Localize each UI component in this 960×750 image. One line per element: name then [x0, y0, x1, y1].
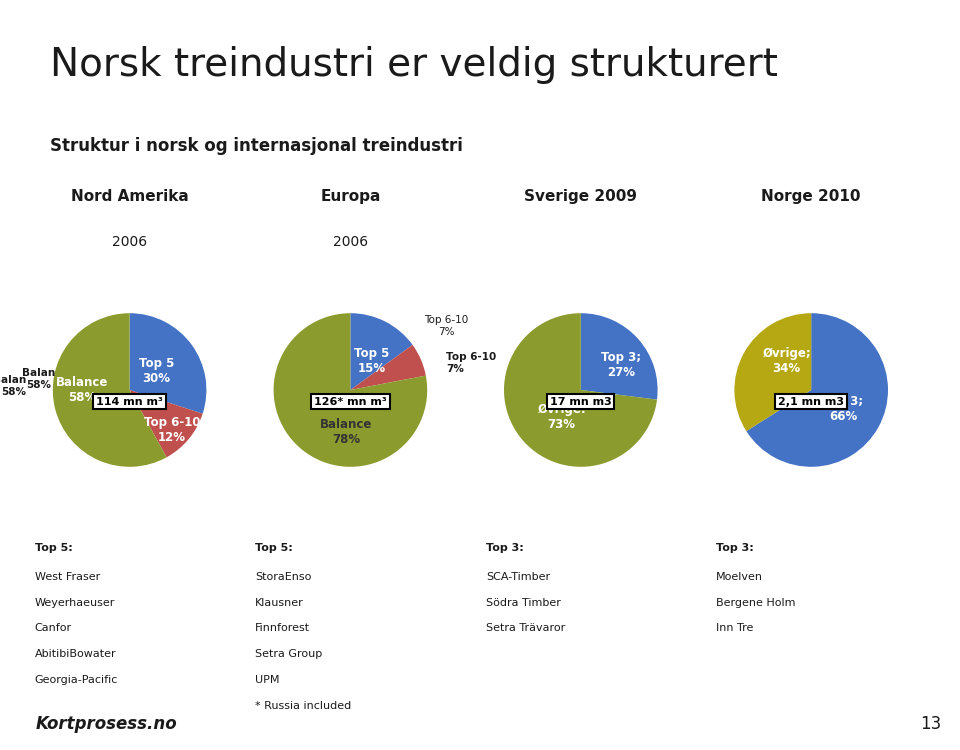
Text: Setra Trävaror: Setra Trävaror — [486, 623, 565, 633]
Text: * Russia included: * Russia included — [255, 700, 351, 711]
Wedge shape — [350, 345, 426, 390]
Text: 126* mn m³: 126* mn m³ — [314, 397, 387, 406]
Text: Canfor: Canfor — [35, 623, 72, 633]
Wedge shape — [746, 314, 888, 466]
Text: Balan
58%: Balan 58% — [22, 368, 55, 389]
Text: Top 6-10
12%: Top 6-10 12% — [144, 416, 200, 444]
Text: Europa: Europa — [321, 190, 380, 205]
Text: Top 3;
27%: Top 3; 27% — [601, 352, 640, 380]
Wedge shape — [350, 314, 413, 390]
Wedge shape — [274, 314, 427, 466]
Text: Top 5:: Top 5: — [255, 543, 293, 553]
Text: Top 3;
66%: Top 3; 66% — [824, 395, 863, 423]
Text: Finnforest: Finnforest — [255, 623, 310, 633]
Text: Top 3:: Top 3: — [486, 543, 523, 553]
Text: Klausner: Klausner — [255, 598, 304, 608]
Text: Georgia-Pacific: Georgia-Pacific — [35, 675, 118, 685]
Text: Nord Amerika: Nord Amerika — [71, 190, 188, 205]
Text: 13: 13 — [920, 716, 941, 734]
Text: Struktur i norsk og internasjonal treindustri: Struktur i norsk og internasjonal treind… — [50, 137, 463, 155]
Text: Top 5:: Top 5: — [35, 543, 72, 553]
Text: Inn Tre: Inn Tre — [716, 623, 754, 633]
Text: Norge 2010: Norge 2010 — [761, 190, 861, 205]
Text: Top 5
15%: Top 5 15% — [354, 346, 390, 375]
Wedge shape — [504, 314, 657, 466]
Text: Top 6-10
7%: Top 6-10 7% — [424, 316, 468, 337]
Text: 2006: 2006 — [112, 235, 147, 249]
Wedge shape — [581, 314, 658, 400]
Wedge shape — [130, 390, 203, 458]
Text: Øvrige:
73%: Øvrige: 73% — [538, 403, 586, 431]
Text: SCA-Timber: SCA-Timber — [486, 572, 550, 582]
Text: Balan
58%: Balan 58% — [0, 375, 26, 397]
Text: West Fraser: West Fraser — [35, 572, 100, 582]
Text: Top 3:: Top 3: — [716, 543, 754, 553]
Wedge shape — [734, 314, 811, 431]
Text: Top 5
30%: Top 5 30% — [139, 357, 174, 385]
Text: Bergene Holm: Bergene Holm — [716, 598, 796, 608]
Text: 2,1 mn m3: 2,1 mn m3 — [779, 397, 844, 406]
Text: Weyerhaeuser: Weyerhaeuser — [35, 598, 115, 608]
Text: 17 mn m3: 17 mn m3 — [550, 397, 612, 406]
Text: Balance
58%: Balance 58% — [56, 376, 108, 404]
Text: Moelven: Moelven — [716, 572, 763, 582]
Text: Balance
78%: Balance 78% — [321, 419, 372, 446]
Text: Norsk treindustri er veldig strukturert: Norsk treindustri er veldig strukturert — [50, 46, 779, 84]
Text: Sverige 2009: Sverige 2009 — [524, 190, 637, 205]
Text: Top 6-10
7%: Top 6-10 7% — [446, 352, 496, 374]
Text: UPM: UPM — [255, 675, 280, 685]
Text: Kortprosess.no: Kortprosess.no — [36, 716, 178, 734]
Text: 114 mn m³: 114 mn m³ — [96, 397, 163, 406]
Text: AbitibiBowater: AbitibiBowater — [35, 650, 116, 659]
Text: Setra Group: Setra Group — [255, 650, 323, 659]
Text: Øvrige;
34%: Øvrige; 34% — [762, 346, 811, 375]
Wedge shape — [130, 314, 206, 414]
Text: 2006: 2006 — [333, 235, 368, 249]
Text: StoraEnso: StoraEnso — [255, 572, 312, 582]
Text: Södra Timber: Södra Timber — [486, 598, 561, 608]
Wedge shape — [53, 314, 167, 466]
